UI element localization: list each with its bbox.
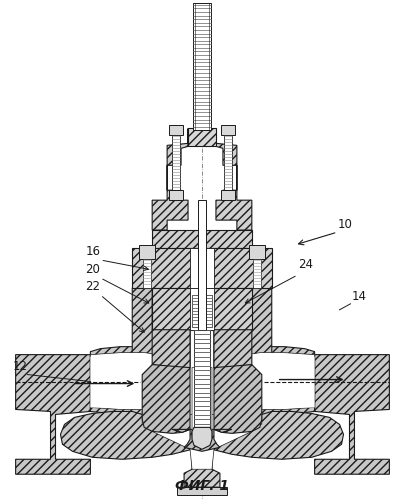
- Polygon shape: [152, 330, 190, 368]
- Polygon shape: [184, 450, 220, 487]
- Polygon shape: [142, 364, 190, 434]
- Text: 16: 16: [85, 245, 100, 258]
- Polygon shape: [132, 288, 190, 368]
- Polygon shape: [212, 412, 343, 460]
- Polygon shape: [315, 354, 389, 474]
- Polygon shape: [214, 358, 262, 432]
- Bar: [177, 487, 227, 495]
- Bar: [221, 190, 235, 200]
- Bar: [221, 126, 235, 136]
- Bar: [190, 288, 214, 330]
- Bar: [152, 230, 252, 248]
- Bar: [194, 330, 210, 430]
- Bar: [193, 3, 211, 130]
- Polygon shape: [90, 352, 180, 410]
- Polygon shape: [90, 356, 182, 408]
- Polygon shape: [16, 354, 90, 474]
- Polygon shape: [223, 356, 315, 408]
- Text: 10: 10: [337, 218, 352, 231]
- Text: 12: 12: [13, 360, 28, 372]
- Polygon shape: [214, 330, 252, 368]
- Bar: [172, 136, 180, 190]
- Bar: [139, 245, 155, 259]
- Polygon shape: [90, 346, 185, 414]
- Text: 24: 24: [298, 258, 313, 271]
- Bar: [132, 248, 272, 288]
- Bar: [188, 128, 216, 146]
- Polygon shape: [220, 346, 315, 414]
- Polygon shape: [152, 128, 188, 230]
- Polygon shape: [214, 288, 272, 368]
- Text: 20: 20: [85, 263, 100, 276]
- Polygon shape: [192, 428, 212, 450]
- Bar: [224, 136, 232, 190]
- Bar: [169, 126, 183, 136]
- Bar: [169, 190, 183, 200]
- Bar: [192, 295, 212, 326]
- Text: 22: 22: [85, 280, 100, 293]
- Bar: [249, 245, 265, 259]
- Polygon shape: [60, 412, 192, 460]
- Polygon shape: [192, 368, 212, 444]
- Bar: [253, 259, 261, 288]
- Polygon shape: [225, 352, 315, 410]
- Bar: [198, 200, 206, 330]
- Text: 14: 14: [352, 290, 367, 303]
- Bar: [190, 248, 214, 288]
- Text: ФИГ. 1: ФИГ. 1: [175, 479, 229, 493]
- Polygon shape: [142, 358, 190, 432]
- Bar: [143, 259, 151, 288]
- Polygon shape: [214, 364, 262, 434]
- Polygon shape: [142, 414, 262, 469]
- Polygon shape: [172, 430, 232, 452]
- Bar: [152, 288, 252, 330]
- Polygon shape: [216, 128, 252, 230]
